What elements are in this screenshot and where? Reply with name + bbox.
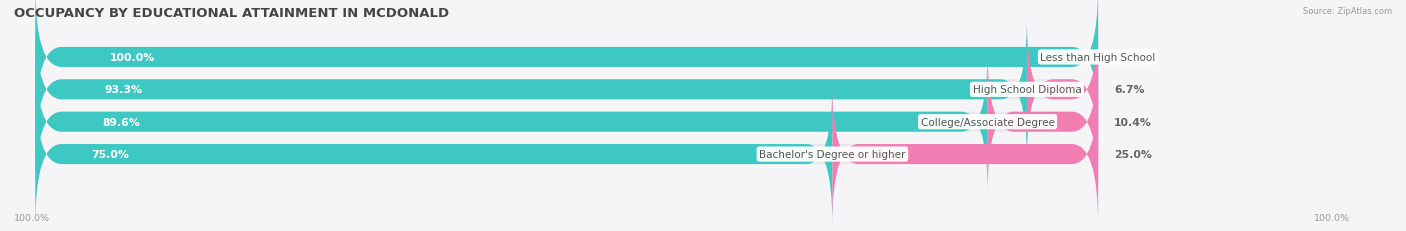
FancyBboxPatch shape [35, 52, 1098, 193]
FancyBboxPatch shape [987, 52, 1098, 193]
FancyBboxPatch shape [35, 19, 1026, 161]
Text: 10.4%: 10.4% [1114, 117, 1152, 127]
FancyBboxPatch shape [1026, 19, 1098, 161]
Text: OCCUPANCY BY EDUCATIONAL ATTAINMENT IN MCDONALD: OCCUPANCY BY EDUCATIONAL ATTAINMENT IN M… [14, 7, 449, 20]
FancyBboxPatch shape [832, 84, 1098, 225]
Text: Source: ZipAtlas.com: Source: ZipAtlas.com [1303, 7, 1392, 16]
Text: Bachelor's Degree or higher: Bachelor's Degree or higher [759, 149, 905, 159]
Text: 75.0%: 75.0% [91, 149, 129, 159]
Text: 0.0%: 0.0% [1114, 53, 1144, 63]
FancyBboxPatch shape [35, 52, 987, 193]
Text: Less than High School: Less than High School [1040, 53, 1156, 63]
Text: 25.0%: 25.0% [1114, 149, 1152, 159]
FancyBboxPatch shape [35, 0, 1098, 128]
Text: 6.7%: 6.7% [1114, 85, 1144, 95]
Text: 89.6%: 89.6% [103, 117, 139, 127]
Text: 93.3%: 93.3% [104, 85, 143, 95]
FancyBboxPatch shape [35, 84, 1098, 225]
Text: High School Diploma: High School Diploma [973, 85, 1081, 95]
Text: College/Associate Degree: College/Associate Degree [921, 117, 1054, 127]
Text: 100.0%: 100.0% [1313, 213, 1350, 222]
Text: 100.0%: 100.0% [14, 213, 51, 222]
FancyBboxPatch shape [35, 19, 1098, 161]
FancyBboxPatch shape [35, 0, 1098, 128]
Text: 100.0%: 100.0% [110, 53, 155, 63]
FancyBboxPatch shape [35, 84, 832, 225]
